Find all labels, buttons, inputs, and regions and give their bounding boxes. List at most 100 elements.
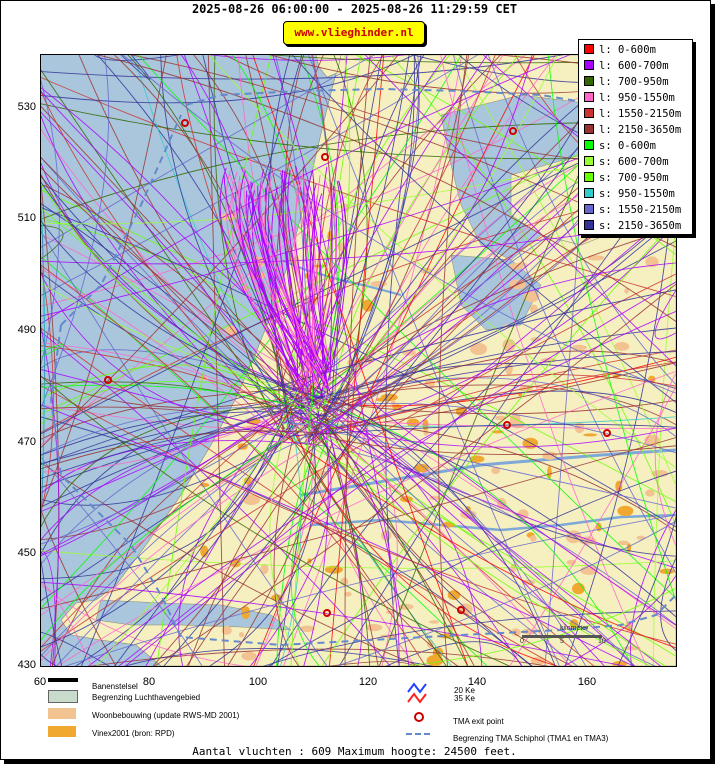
legend-swatch <box>584 188 594 198</box>
legend-swatch <box>584 156 594 166</box>
flight-track <box>272 55 410 666</box>
flight-track <box>96 55 676 323</box>
flight-track <box>41 395 302 557</box>
flight-track <box>364 55 676 367</box>
flight-track <box>271 194 299 382</box>
flight-track <box>41 173 302 431</box>
urban-patch <box>242 494 260 506</box>
urban-patch <box>299 625 315 633</box>
website-link[interactable]: www.vlieghinder.nl <box>283 21 425 45</box>
urban-patch <box>571 344 587 351</box>
flight-track <box>41 380 281 426</box>
flight-track <box>41 375 511 666</box>
scale-tick: 10 <box>598 638 606 645</box>
x-tick-label: 140 <box>467 676 487 688</box>
flight-track <box>306 390 676 438</box>
flight-track <box>41 273 676 652</box>
flight-track <box>321 222 676 435</box>
flight-track <box>309 193 329 358</box>
flight-track <box>41 182 327 413</box>
flight-track <box>223 174 318 373</box>
flight-track <box>327 661 415 666</box>
flight-track <box>160 55 295 422</box>
flight-track <box>41 393 317 566</box>
urban-patch <box>529 535 537 542</box>
flight-track <box>547 55 676 603</box>
flight-track <box>153 283 676 666</box>
flight-track <box>41 437 287 642</box>
flight-track <box>336 55 557 423</box>
flight-track <box>311 55 339 427</box>
delta-water <box>95 599 292 631</box>
legend-entry: s: 600-700m <box>584 154 669 170</box>
flight-track <box>270 217 676 666</box>
flight-track <box>282 55 333 421</box>
flight-track <box>120 55 151 80</box>
urban-patch <box>200 483 210 487</box>
flight-track <box>243 180 329 386</box>
urban-patch <box>617 540 629 546</box>
flight-track <box>156 55 272 666</box>
legend-swatch <box>584 108 594 118</box>
legend-swatch <box>584 220 594 230</box>
flight-track <box>41 582 92 666</box>
flight-track <box>176 55 308 401</box>
flight-track <box>235 191 311 364</box>
flight-track <box>219 167 308 388</box>
noise-contour-icon <box>407 682 427 704</box>
legend-swatch <box>584 76 594 86</box>
flight-track <box>323 55 351 406</box>
urban-patch <box>238 632 245 638</box>
flight-track <box>279 55 502 390</box>
flight-track <box>303 401 329 666</box>
flight-track <box>41 411 284 473</box>
legend-label: l: 600-700m <box>599 60 669 72</box>
flight-track <box>296 361 676 437</box>
legend-swatch <box>584 124 594 134</box>
legend-label: s: 0-600m <box>599 140 656 152</box>
flight-track <box>127 55 296 444</box>
urban-patch <box>572 582 585 595</box>
flight-track <box>326 434 667 666</box>
legend-label: l: 0-600m <box>599 44 656 56</box>
flight-track <box>41 434 332 662</box>
flight-track <box>41 90 676 626</box>
flight-track <box>452 55 676 575</box>
flight-track <box>563 574 676 666</box>
urban-patch <box>614 341 630 351</box>
legend-entry: s: 0-600m <box>584 138 656 154</box>
flight-track <box>438 55 468 666</box>
flight-track <box>41 387 319 440</box>
flight-track <box>41 349 312 393</box>
tma-exit-points <box>104 119 611 617</box>
y-tick-label: 490 <box>17 324 36 336</box>
urban-patch <box>428 620 440 624</box>
flight-track <box>208 55 676 469</box>
urban-patch <box>337 242 347 252</box>
legend-entry: l: 1550-2150m <box>584 106 681 122</box>
flight-track <box>247 184 323 376</box>
urban-patch <box>470 342 487 356</box>
exit-point-marker <box>603 429 611 437</box>
tma-boundary <box>60 114 182 326</box>
flight-track <box>41 391 302 513</box>
flight-summary: Aantal vluchten : 609 Maximum hoogte: 24… <box>192 745 517 758</box>
flight-track <box>284 55 317 443</box>
flight-track <box>41 430 337 470</box>
urban-patch <box>491 466 501 475</box>
flight-track <box>257 185 298 372</box>
flight-track <box>399 587 676 666</box>
flight-track <box>325 421 469 666</box>
flight-track <box>88 648 550 666</box>
legend-entry: l: 950-1550m <box>584 90 675 106</box>
flight-track <box>41 385 676 645</box>
flight-track <box>260 175 316 381</box>
vinex-swatch <box>48 726 76 737</box>
flight-track <box>290 392 676 618</box>
x-tick-label: 160 <box>577 676 597 688</box>
flight-track <box>305 180 337 373</box>
flight-track <box>267 470 676 666</box>
x-tick-label: 120 <box>358 676 378 688</box>
flight-track <box>291 55 676 404</box>
flight-track <box>80 55 303 666</box>
